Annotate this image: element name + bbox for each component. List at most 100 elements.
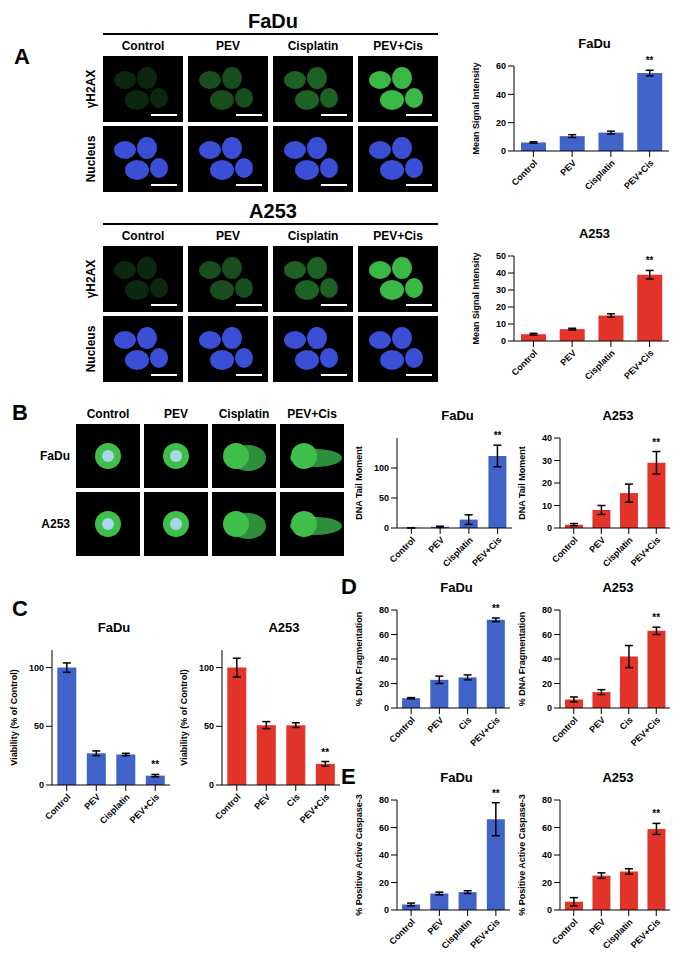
svg-text:PEV: PEV	[216, 229, 240, 243]
svg-text:Control: Control	[43, 792, 73, 822]
svg-text:PEV+Cis: PEV+Cis	[373, 229, 423, 243]
svg-text:Cisplatin: Cisplatin	[219, 407, 270, 421]
svg-text:Control: Control	[510, 158, 540, 188]
svg-text:40: 40	[379, 654, 389, 664]
svg-text:Cisplatin: Cisplatin	[441, 535, 475, 569]
svg-text:**: **	[492, 603, 500, 614]
svg-text:40: 40	[379, 850, 389, 860]
svg-text:FaDu: FaDu	[248, 10, 298, 32]
svg-text:Control: Control	[550, 535, 580, 565]
svg-text:50: 50	[34, 721, 44, 731]
svg-text:**: **	[492, 788, 500, 799]
svg-text:0: 0	[209, 780, 214, 790]
svg-text:γH2AX: γH2AX	[84, 70, 98, 109]
svg-text:40: 40	[542, 850, 552, 860]
svg-text:Cis: Cis	[618, 715, 635, 732]
svg-text:% Positive Active Caspase-3: % Positive Active Caspase-3	[354, 794, 364, 916]
svg-text:Nucleus: Nucleus	[84, 325, 98, 372]
svg-text:PEV: PEV	[425, 715, 445, 735]
svg-text:FaDu: FaDu	[40, 449, 70, 463]
svg-text:PEV+Cis: PEV+Cis	[287, 407, 337, 421]
svg-text:Control: Control	[550, 715, 580, 745]
svg-text:**: **	[494, 430, 502, 441]
svg-text:PEV: PEV	[425, 917, 445, 937]
svg-text:PEV+Cis: PEV+Cis	[629, 535, 662, 568]
svg-text:PEV+Cis: PEV+Cis	[629, 715, 662, 748]
svg-text:Control: Control	[87, 407, 130, 421]
svg-text:Nucleus: Nucleus	[84, 135, 98, 182]
svg-text:20: 20	[496, 302, 506, 312]
svg-text:Mean Signal Intensity: Mean Signal Intensity	[471, 62, 481, 154]
svg-text:60: 60	[542, 823, 552, 833]
svg-text:Control: Control	[510, 348, 540, 378]
svg-text:Viability (% of Control): Viability (% of Control)	[179, 669, 189, 765]
svg-text:0: 0	[384, 905, 389, 915]
svg-text:60: 60	[379, 823, 389, 833]
svg-text:PEV: PEV	[587, 715, 607, 735]
svg-text:A253: A253	[249, 200, 297, 222]
svg-text:Cisplatin: Cisplatin	[583, 158, 617, 192]
svg-text:10: 10	[496, 319, 506, 329]
svg-text:40: 40	[496, 90, 506, 100]
svg-text:PEV+Cis: PEV+Cis	[468, 715, 501, 748]
svg-text:PEV: PEV	[426, 535, 446, 555]
svg-text:0: 0	[547, 523, 552, 533]
svg-text:**: **	[321, 747, 329, 758]
svg-text:0: 0	[384, 703, 389, 713]
svg-text:PEV: PEV	[216, 39, 240, 53]
svg-text:0: 0	[501, 146, 506, 156]
svg-text:10: 10	[542, 501, 552, 511]
svg-text:**: **	[646, 55, 654, 66]
svg-text:30: 30	[496, 285, 506, 295]
svg-text:Control: Control	[122, 229, 165, 243]
svg-text:**: **	[652, 437, 660, 448]
svg-text:0: 0	[384, 523, 389, 533]
svg-text:40: 40	[542, 433, 552, 443]
svg-text:0: 0	[547, 703, 552, 713]
svg-text:100: 100	[374, 463, 389, 473]
svg-text:**: **	[151, 759, 159, 770]
svg-text:PEV+Cis: PEV+Cis	[629, 917, 662, 950]
svg-text:0: 0	[39, 780, 44, 790]
svg-text:Cisplatin: Cisplatin	[440, 917, 474, 951]
svg-text:γH2AX: γH2AX	[84, 260, 98, 299]
svg-text:80: 80	[542, 605, 552, 615]
svg-text:DNA Tail Moment: DNA Tail Moment	[517, 446, 527, 520]
svg-text:% DNA Fragmentation: % DNA Fragmentation	[354, 612, 364, 707]
svg-text:20: 20	[496, 118, 506, 128]
svg-text:60: 60	[496, 61, 506, 71]
svg-text:PEV: PEV	[82, 792, 102, 812]
svg-text:% DNA Fragmentation: % DNA Fragmentation	[517, 612, 527, 707]
svg-text:80: 80	[379, 795, 389, 805]
svg-text:Control: Control	[387, 917, 417, 947]
svg-text:50: 50	[379, 493, 389, 503]
svg-text:PEV+Cis: PEV+Cis	[470, 535, 503, 568]
svg-text:100: 100	[29, 663, 44, 673]
svg-text:PEV: PEV	[558, 348, 578, 368]
svg-text:Viability (% of Control): Viability (% of Control)	[9, 669, 19, 765]
svg-text:Cis: Cis	[285, 792, 302, 809]
svg-text:PEV: PEV	[558, 158, 578, 178]
svg-text:Cisplatin: Cisplatin	[601, 917, 635, 951]
svg-text:0: 0	[547, 905, 552, 915]
svg-text:Cisplatin: Cisplatin	[601, 535, 635, 569]
svg-text:PEV: PEV	[587, 535, 607, 555]
svg-text:Control: Control	[122, 39, 165, 53]
svg-text:A253: A253	[41, 517, 70, 531]
svg-text:PEV: PEV	[252, 792, 272, 812]
svg-text:20: 20	[542, 478, 552, 488]
svg-text:60: 60	[379, 630, 389, 640]
svg-text:80: 80	[379, 605, 389, 615]
svg-text:20: 20	[542, 679, 552, 689]
svg-text:20: 20	[379, 679, 389, 689]
svg-text:PEV+Cis: PEV+Cis	[468, 917, 501, 950]
svg-text:Control: Control	[550, 917, 580, 947]
svg-text:50: 50	[496, 251, 506, 261]
svg-text:DNA Tail Moment: DNA Tail Moment	[354, 446, 364, 520]
svg-text:Control: Control	[213, 792, 243, 822]
svg-text:**: **	[646, 255, 654, 266]
svg-text:PEV+Cis: PEV+Cis	[622, 348, 655, 381]
svg-text:Cis: Cis	[457, 715, 474, 732]
svg-text:PEV: PEV	[164, 407, 188, 421]
svg-text:Mean Signal Intensity: Mean Signal Intensity	[471, 252, 481, 344]
